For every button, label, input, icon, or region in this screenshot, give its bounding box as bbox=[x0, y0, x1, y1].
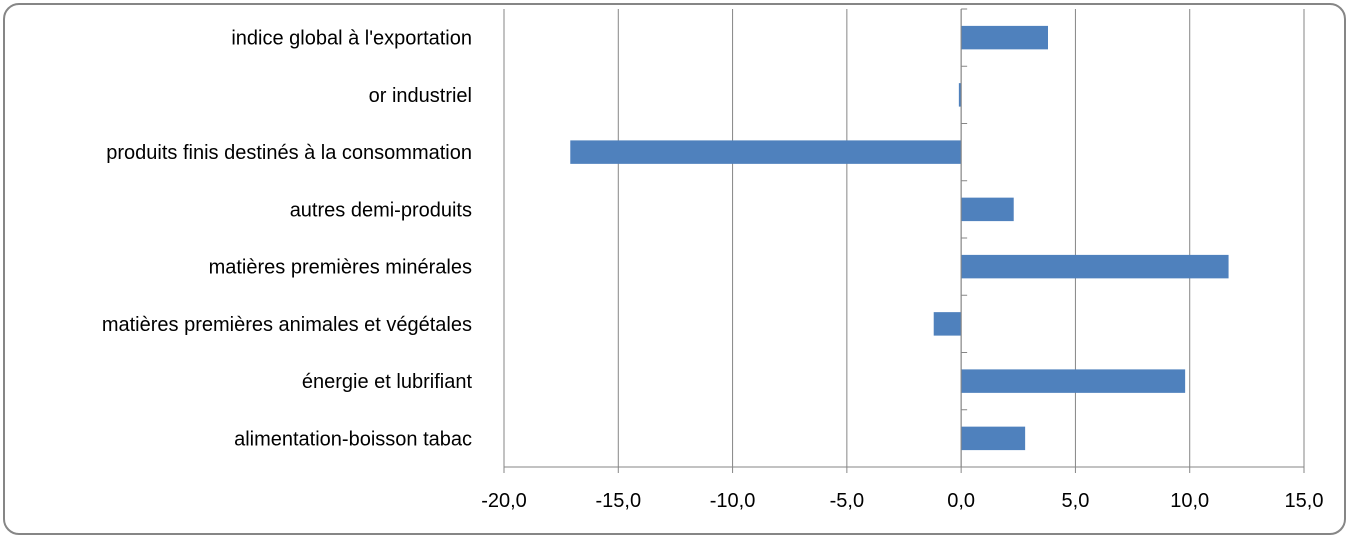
x-tick-label: -10,0 bbox=[710, 490, 756, 512]
category-label: matières premières animales et végétales bbox=[102, 314, 472, 336]
axes bbox=[503, 8, 1305, 473]
x-tick-label: 5,0 bbox=[1062, 490, 1090, 512]
bar bbox=[961, 254, 1229, 279]
category-label: autres demi-produits bbox=[290, 199, 472, 221]
category-label: énergie et lubrifiant bbox=[302, 371, 473, 393]
bars bbox=[570, 25, 1229, 451]
bar bbox=[961, 369, 1186, 393]
x-tick-label: 10,0 bbox=[1170, 490, 1209, 512]
category-label: indice global à l'exportation bbox=[231, 28, 472, 50]
x-tick-label: 15,0 bbox=[1285, 490, 1324, 512]
bar bbox=[961, 426, 1026, 451]
x-tick-label: -15,0 bbox=[595, 490, 641, 512]
bar bbox=[570, 140, 962, 164]
x-tick-label: -20,0 bbox=[481, 490, 527, 512]
category-labels: indice global à l'exportation or industri… bbox=[102, 28, 473, 451]
gridlines bbox=[503, 9, 1305, 467]
category-label: matières premières minérales bbox=[209, 257, 472, 279]
bar bbox=[961, 25, 1048, 50]
category-label: alimentation-boisson tabac bbox=[234, 428, 472, 450]
bar bbox=[958, 83, 962, 107]
bar bbox=[933, 312, 962, 336]
x-tick-label: -5,0 bbox=[830, 490, 864, 512]
tick-labels: -20,0 -15,0 -10,0 -5,0 0,0 5,0 10,0 15,0 bbox=[481, 490, 1323, 512]
category-label: or industriel bbox=[369, 85, 472, 107]
category-label: produits finis destinés à la consommatio… bbox=[106, 142, 472, 164]
x-tick-label: 0,0 bbox=[947, 490, 975, 512]
bar bbox=[961, 197, 1014, 222]
